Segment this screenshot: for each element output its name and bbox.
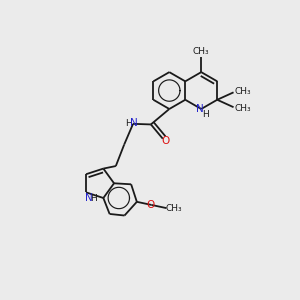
Text: CH₃: CH₃ [234, 104, 251, 113]
Text: CH₃: CH₃ [234, 87, 251, 96]
Text: N: N [130, 118, 137, 128]
Text: N: N [196, 104, 203, 114]
Text: CH₃: CH₃ [193, 47, 209, 56]
Text: N: N [85, 193, 92, 203]
Text: H: H [202, 110, 209, 119]
Text: O: O [147, 200, 155, 210]
Text: H: H [124, 119, 131, 128]
Text: O: O [161, 136, 169, 146]
Text: H: H [90, 194, 97, 203]
Text: CH₃: CH₃ [166, 204, 182, 213]
